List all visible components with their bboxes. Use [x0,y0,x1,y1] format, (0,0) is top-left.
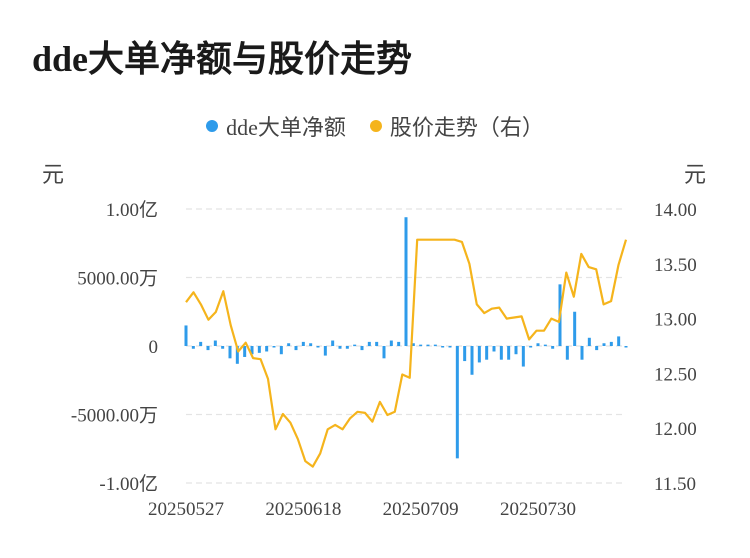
bar-dde[interactable] [624,346,628,348]
right-tick-label: 11.50 [654,474,696,495]
bar-dde[interactable] [602,343,606,346]
price-line[interactable] [185,238,628,468]
right-axis-unit: 元 [684,162,707,187]
x-axis-ticks: 20250527 20250618 20250709 20250730 [148,499,576,520]
bar-dde[interactable] [499,346,503,360]
bar-dde[interactable] [543,344,547,347]
bar-dde[interactable] [257,346,261,353]
bar-dde[interactable] [551,346,555,349]
legend-item-price[interactable]: 股价走势（右） [369,110,544,142]
legend-label-dde: dde大单净额 [226,115,346,140]
bar-dde[interactable] [404,217,408,346]
bar-dde[interactable] [287,343,291,346]
bar-series [184,217,628,459]
x-tick-label: 20250618 [265,499,341,520]
bar-dde[interactable] [345,346,349,349]
bar-dde[interactable] [250,346,254,355]
bar-dde[interactable] [353,344,357,347]
bar-dde[interactable] [419,344,423,347]
bar-dde[interactable] [367,341,371,346]
bar-dde[interactable] [485,346,489,360]
right-tick-label: 12.00 [654,419,697,440]
bar-dde[interactable] [587,337,591,346]
left-axis-unit: 元 [42,162,65,187]
bar-dde[interactable] [389,340,393,346]
bar-dde[interactable] [492,346,496,352]
bar-dde[interactable] [184,325,188,346]
x-tick-label: 20250527 [148,499,224,520]
legend: dde大单净额 股价走势（右） [0,110,750,142]
x-tick-label: 20250730 [500,499,576,520]
bar-dde[interactable] [316,346,320,348]
right-axis-ticks: 14.00 13.50 13.00 12.50 12.00 11.50 [654,200,697,495]
bar-dde[interactable] [433,344,437,347]
bar-dde[interactable] [573,311,577,346]
bar-dde[interactable] [265,346,269,352]
bar-dde[interactable] [529,346,533,348]
legend-dot-yellow-icon [369,120,382,132]
bar-dde[interactable] [272,346,276,348]
bar-dde[interactable] [470,346,474,375]
bar-dde[interactable] [426,344,430,347]
bar-dde[interactable] [243,346,247,357]
bar-dde[interactable] [221,346,225,349]
bar-dde[interactable] [338,346,342,349]
legend-label-price: 股价走势（右） [389,115,544,140]
bar-dde[interactable] [507,346,511,360]
left-tick-label: 5000.00万 [77,269,158,290]
bar-dde[interactable] [521,346,525,367]
bar-dde[interactable] [455,346,459,459]
bar-dde[interactable] [279,346,283,355]
bar-dde[interactable] [536,343,540,346]
bar-dde[interactable] [235,346,239,364]
bar-dde[interactable] [463,346,467,362]
bar-dde[interactable] [609,341,613,346]
bar-dde[interactable] [199,341,203,346]
right-tick-label: 13.00 [654,310,697,331]
bar-dde[interactable] [294,346,298,351]
bar-dde[interactable] [448,346,452,348]
line-series [185,238,628,468]
left-tick-label: 0 [149,337,159,358]
bar-dde[interactable] [441,346,445,348]
bar-dde[interactable] [375,341,379,346]
bar-dde[interactable] [191,346,195,349]
bar-dde[interactable] [309,343,313,346]
right-tick-label: 12.50 [654,364,697,385]
bar-dde[interactable] [477,346,481,363]
legend-dot-blue-icon [206,120,219,132]
right-tick-label: 13.50 [654,255,697,276]
bar-dde[interactable] [301,341,305,346]
bar-dde[interactable] [331,340,335,346]
bar-dde[interactable] [206,346,210,351]
bar-dde[interactable] [580,346,584,360]
right-tick-label: 14.00 [654,200,697,221]
x-tick-label: 20250709 [383,499,459,520]
left-axis-ticks: 1.00亿 5000.00万 0 -5000.00万 -1.00亿 [71,199,158,495]
bar-dde[interactable] [228,346,232,359]
bar-dde[interactable] [213,340,217,346]
bar-dde[interactable] [411,343,415,346]
left-tick-label: 1.00亿 [106,199,158,221]
bar-dde[interactable] [617,336,621,346]
bar-dde[interactable] [397,341,401,346]
legend-item-dde[interactable]: dde大单净额 [206,110,346,142]
left-tick-label: -1.00亿 [99,473,158,495]
bar-dde[interactable] [360,346,364,351]
chart-title: dde大单净额与股价走势 [32,39,413,79]
bar-dde[interactable] [323,346,327,356]
bar-dde[interactable] [565,346,569,360]
bar-dde[interactable] [514,346,518,355]
left-tick-label: -5000.00万 [71,406,158,427]
bar-dde[interactable] [382,346,386,359]
bar-dde[interactable] [595,346,599,351]
